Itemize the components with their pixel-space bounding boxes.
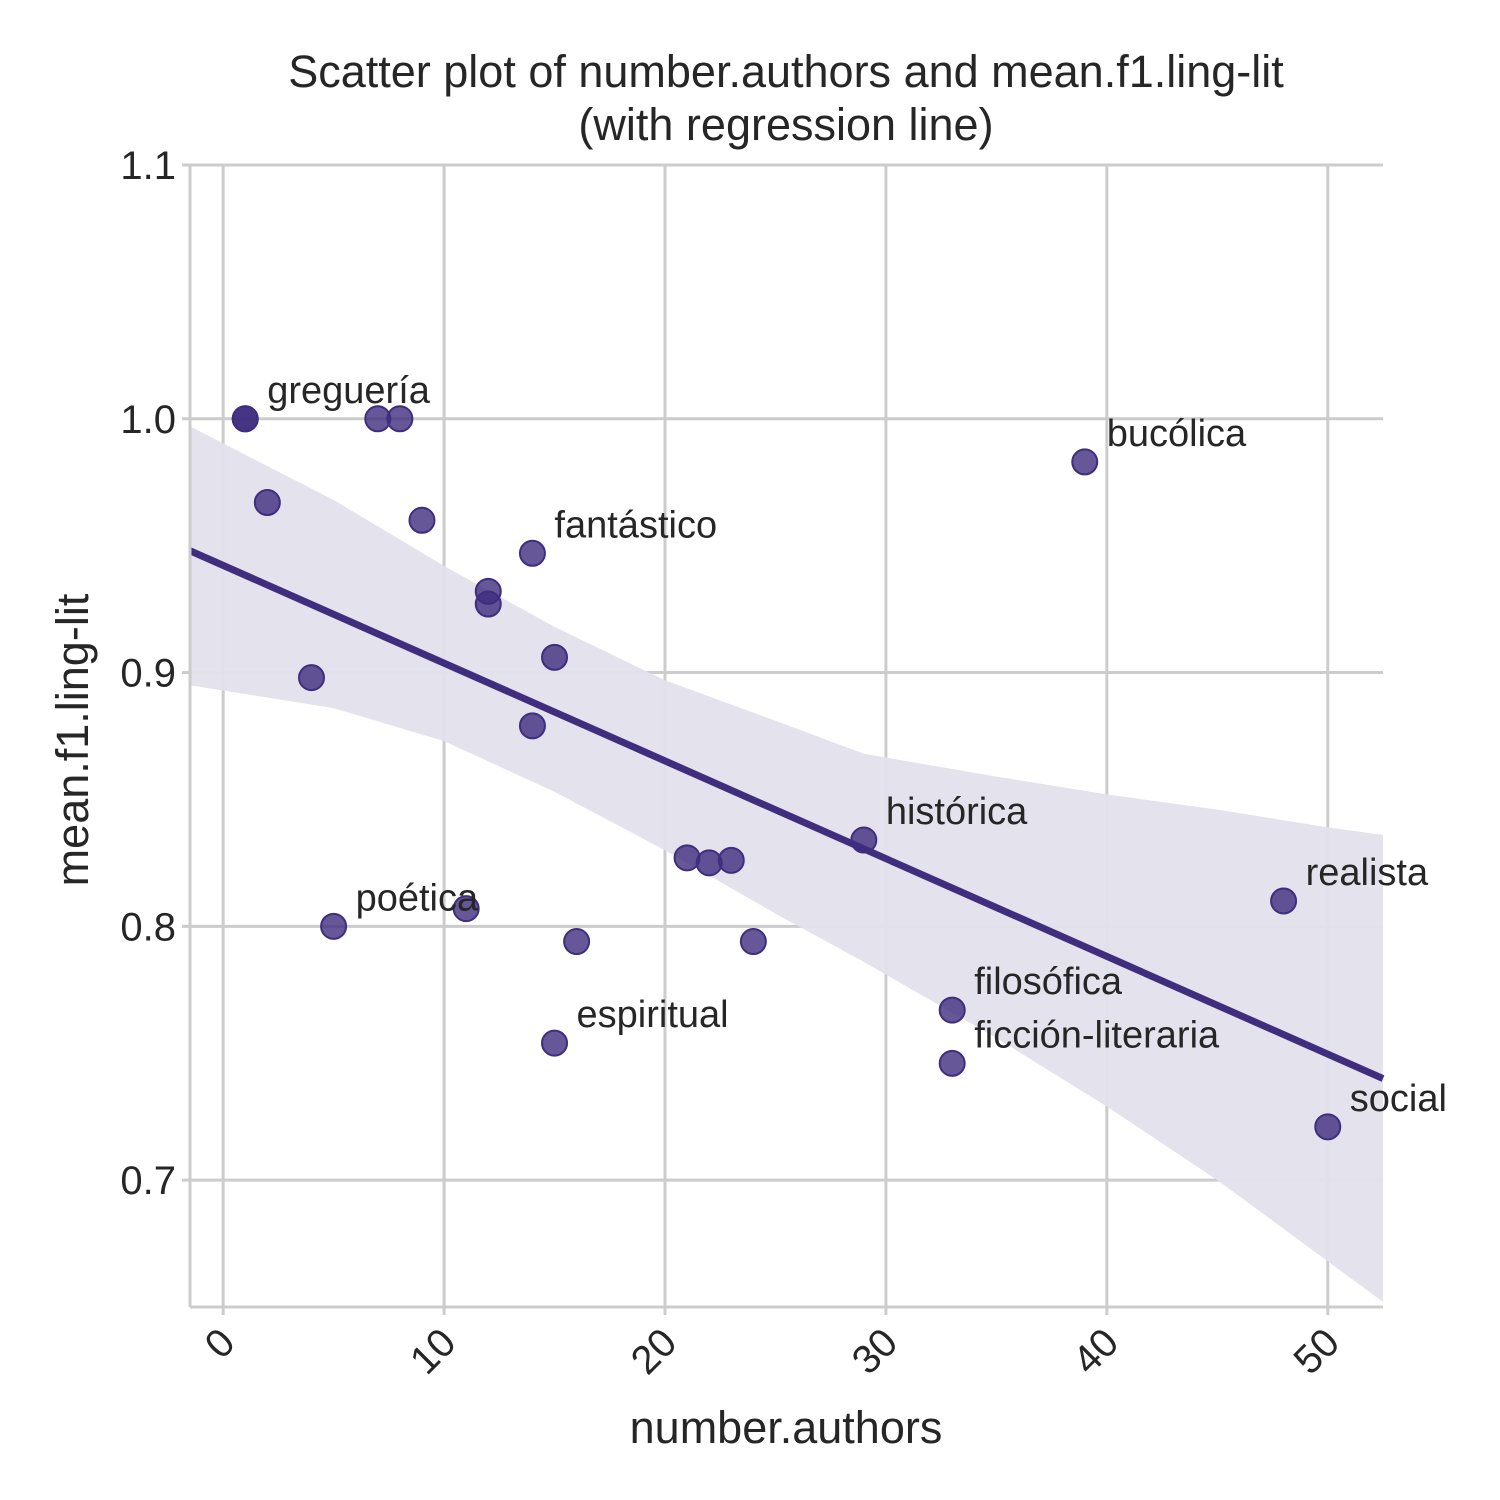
y-tick-label: 0.8 — [120, 905, 176, 949]
x-tick-label: 30 — [844, 1320, 907, 1383]
point-label: fantástico — [554, 504, 717, 546]
data-point — [541, 643, 569, 671]
data-point — [673, 844, 701, 872]
axes — [188, 165, 1383, 1309]
x-tick-label: 40 — [1065, 1320, 1128, 1383]
x-tick-label: 50 — [1286, 1320, 1349, 1383]
data-point — [1270, 887, 1298, 915]
regression-line — [188, 547, 1385, 1082]
data-point — [408, 506, 436, 534]
data-point — [1314, 1113, 1342, 1141]
chart-title: Scatter plot of number.authors and mean.… — [288, 46, 1284, 97]
point-label: greguería — [267, 370, 431, 412]
x-tick-label: 20 — [623, 1320, 686, 1383]
chart-subtitle: (with regression line) — [578, 99, 993, 150]
data-point — [320, 912, 348, 940]
data-point — [231, 405, 259, 433]
data-point — [938, 1049, 966, 1077]
point-labels: greguería fantástico bucólica histórica real… — [267, 370, 1447, 1120]
data-point — [541, 1029, 569, 1057]
y-tick-label: 1.0 — [120, 398, 176, 442]
regression-line-group — [188, 547, 1385, 1082]
x-tick-label: 10 — [402, 1320, 465, 1383]
y-tick-label: 0.7 — [120, 1159, 176, 1203]
x-tick-label: 0 — [197, 1320, 244, 1367]
point-label: realista — [1306, 852, 1429, 894]
y-tick-label: 0.9 — [120, 652, 176, 696]
data-points — [231, 405, 1342, 1141]
point-label: filosófica — [974, 961, 1123, 1003]
data-point — [938, 996, 966, 1024]
data-point — [1071, 448, 1099, 476]
data-point — [452, 895, 480, 923]
data-point — [563, 928, 591, 956]
data-point — [474, 590, 502, 618]
data-point — [253, 489, 281, 517]
point-label: ficción-literaria — [974, 1014, 1220, 1056]
point-label: espiritual — [577, 994, 729, 1036]
data-point — [518, 539, 546, 567]
data-point — [717, 846, 745, 874]
y-tick-label: 1.1 — [120, 144, 176, 188]
data-point — [518, 712, 546, 740]
y-axis-label: mean.f1.ling-lit — [47, 593, 98, 886]
data-point — [739, 928, 767, 956]
point-label: poética — [356, 877, 479, 919]
point-label: bucólica — [1107, 413, 1247, 455]
grid — [190, 163, 1383, 1307]
point-label: histórica — [886, 791, 1028, 833]
x-axis-label: number.authors — [630, 1402, 943, 1453]
data-point — [695, 849, 723, 877]
data-point — [386, 405, 414, 433]
point-label: social — [1350, 1078, 1447, 1120]
data-point — [298, 664, 326, 692]
confidence-band — [190, 426, 1383, 1302]
data-point — [850, 826, 878, 854]
confidence-band-area — [190, 426, 1383, 1302]
